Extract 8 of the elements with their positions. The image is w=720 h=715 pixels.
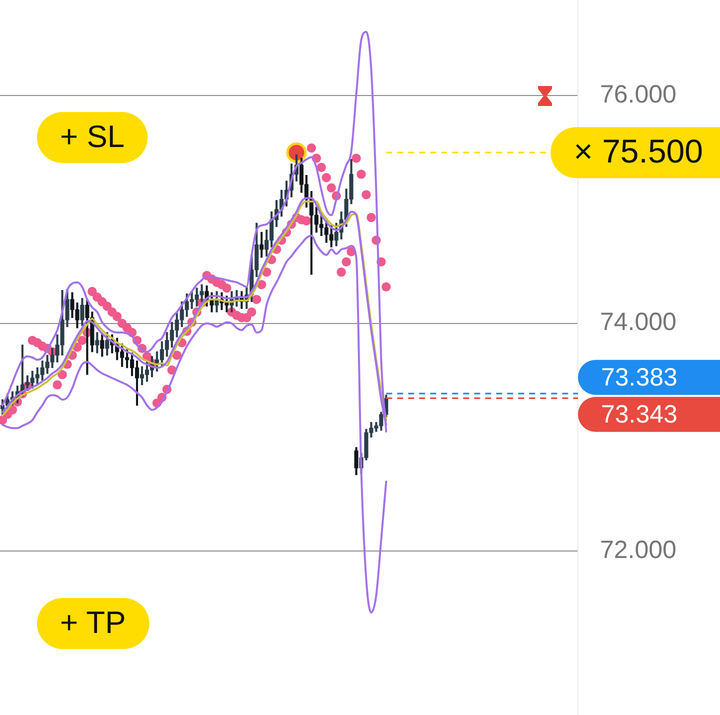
annotation: + TP bbox=[60, 605, 126, 640]
ref-line-label: 73.383 bbox=[601, 363, 678, 392]
ref-line-label: × 75.500 bbox=[574, 132, 703, 170]
y-tick-label: 72.000 bbox=[600, 536, 676, 564]
annotation: + SL bbox=[60, 119, 125, 154]
ref-line-label: 73.343 bbox=[601, 400, 678, 428]
y-tick-label: 76.000 bbox=[600, 80, 676, 109]
y-tick-label: 74.000 bbox=[600, 308, 676, 336]
